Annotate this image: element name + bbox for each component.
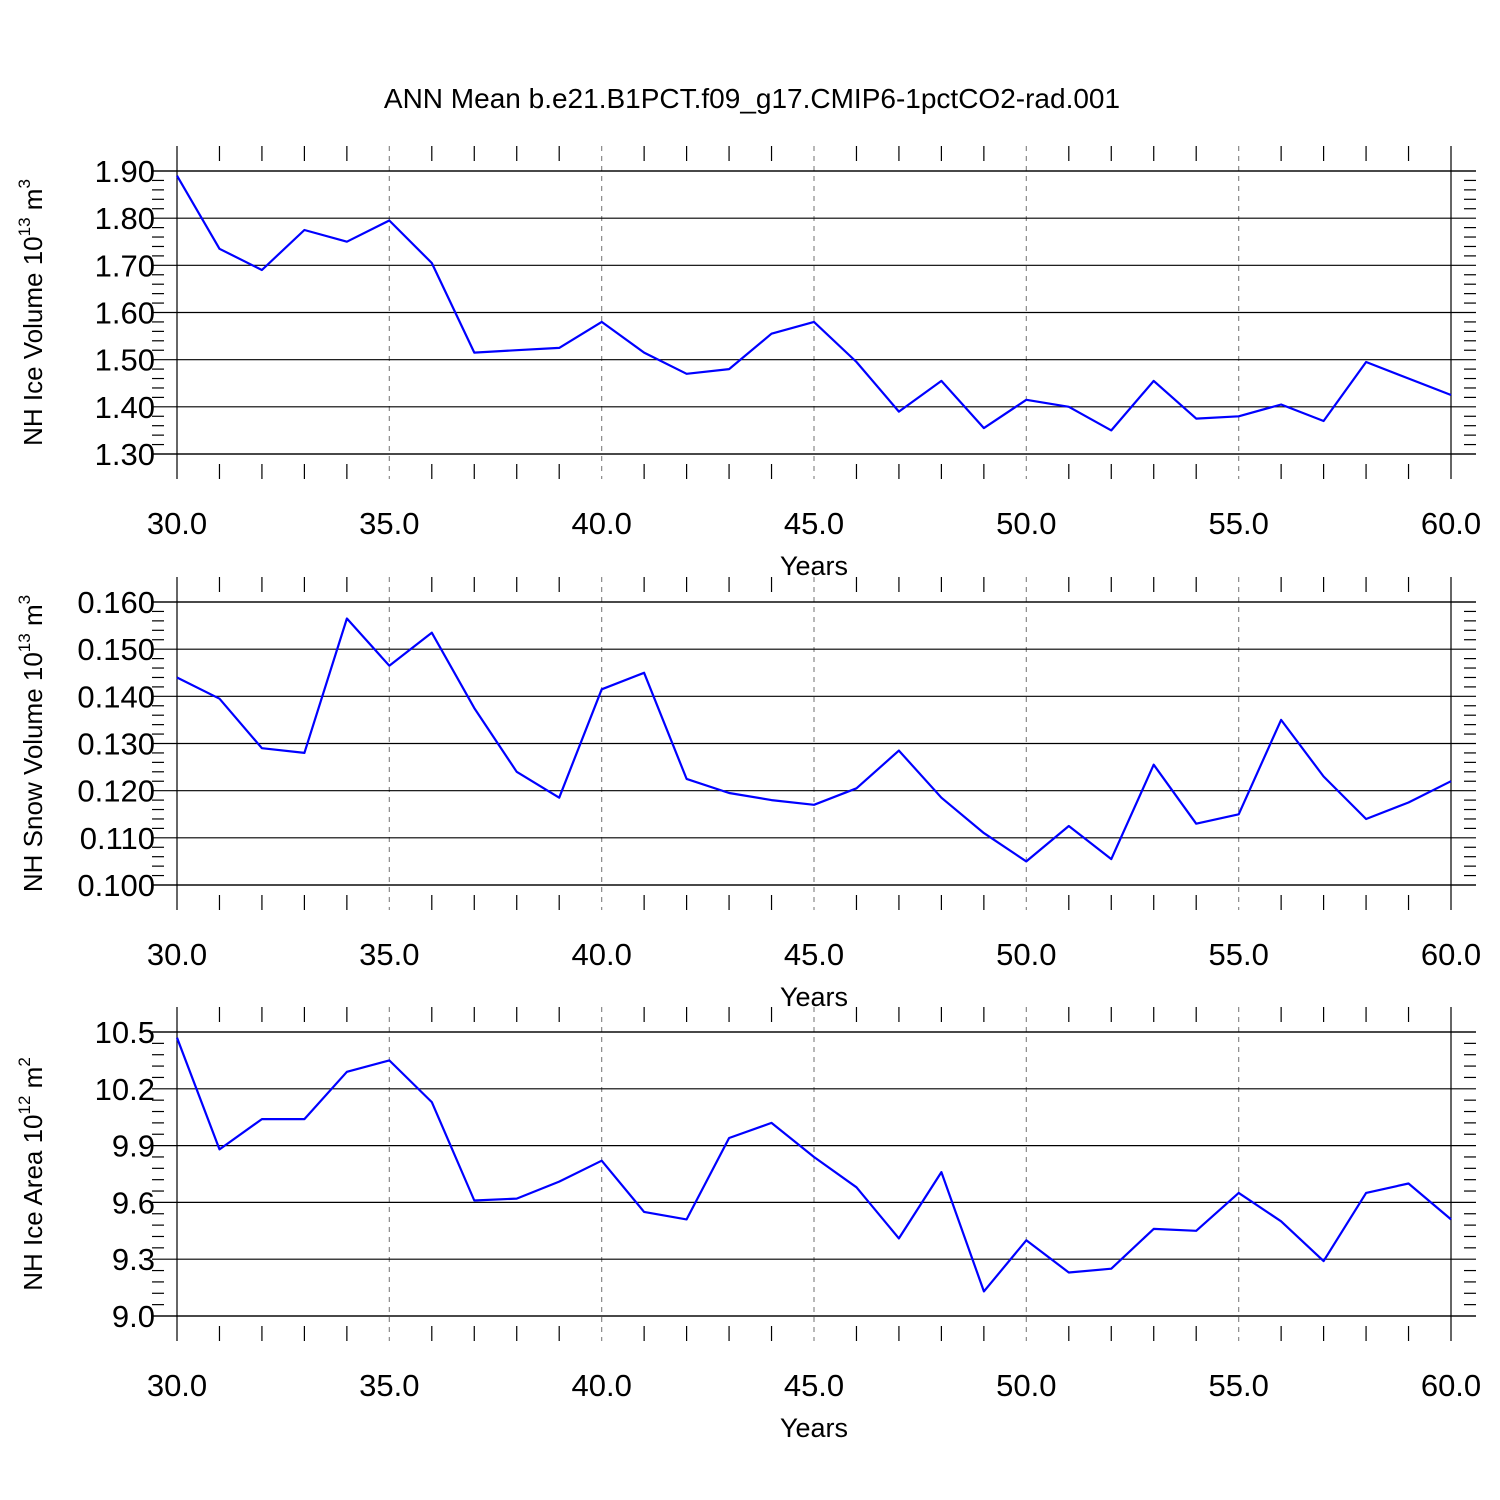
y-axis-label-part: 3 xyxy=(15,595,34,604)
x-tick-label: 45.0 xyxy=(784,506,844,541)
y-tick-label: 9.3 xyxy=(112,1242,155,1277)
y-axis-label-part: 3 xyxy=(15,179,34,188)
y-tick-label: 9.0 xyxy=(112,1299,155,1334)
x-tick-label: 55.0 xyxy=(1208,506,1268,541)
x-tick-label: 30.0 xyxy=(147,1368,207,1403)
x-tick-label: 55.0 xyxy=(1208,1368,1268,1403)
y-axis-label-part: 13 xyxy=(15,217,34,236)
y-tick-label: 0.130 xyxy=(77,727,155,762)
y-tick-label: 1.40 xyxy=(95,390,155,425)
x-axis-label: Years xyxy=(780,551,848,581)
y-axis-label-part: 2 xyxy=(15,1057,34,1066)
y-tick-label: 0.110 xyxy=(80,821,155,856)
y-axis-label: NH Ice Area 1012 m2 xyxy=(15,1057,48,1291)
y-tick-label: 1.90 xyxy=(95,154,155,189)
y-axis-label-part: 12 xyxy=(15,1096,34,1115)
x-tick-label: 35.0 xyxy=(359,1368,419,1403)
y-tick-label: 10.5 xyxy=(95,1015,155,1050)
y-axis-label-part: NH Snow Volume 10 xyxy=(18,652,48,892)
y-tick-label: 1.80 xyxy=(95,201,155,236)
series-line xyxy=(175,1037,1452,1293)
series-line xyxy=(176,175,1452,432)
y-axis-label-part: 13 xyxy=(15,633,34,652)
x-tick-label: 40.0 xyxy=(571,1368,631,1403)
y-tick-label: 0.120 xyxy=(77,774,155,809)
x-tick-label: 60.0 xyxy=(1421,1368,1481,1403)
x-tick-label: 45.0 xyxy=(784,1368,844,1403)
y-axis-label-part: m xyxy=(18,604,48,633)
y-tick-label: 1.70 xyxy=(95,248,155,283)
x-tick-label: 40.0 xyxy=(571,937,631,972)
x-tick-label: 35.0 xyxy=(359,937,419,972)
x-tick-label: 50.0 xyxy=(996,1368,1056,1403)
x-tick-label: 35.0 xyxy=(359,506,419,541)
y-tick-label: 1.30 xyxy=(95,437,155,472)
y-axis-label-part: NH Ice Area 10 xyxy=(18,1114,48,1290)
y-tick-label: 0.100 xyxy=(77,868,155,903)
x-tick-label: 40.0 xyxy=(571,506,631,541)
x-tick-label: 60.0 xyxy=(1421,937,1481,972)
y-axis-label-part: m xyxy=(18,189,48,218)
series-line xyxy=(176,617,1452,863)
y-tick-label: 1.60 xyxy=(95,296,155,331)
panel-2: 0.100 0.110 0.120 0.130 0.140 0.150 0.160 30.0 3… xyxy=(15,577,1481,1012)
y-tick-label: 0.140 xyxy=(77,679,155,714)
y-axis-label-part: NH Ice Volume 10 xyxy=(18,236,48,446)
panel-3: 9.0 9.3 9.6 9.9 10.2 10.5 30.0 35.0 40.0 45.0 50.0… xyxy=(15,1007,1481,1443)
x-tick-label: 60.0 xyxy=(1421,506,1481,541)
y-axis-label: NH Ice Volume 1013 m3 xyxy=(15,179,48,446)
x-tick-label: 30.0 xyxy=(147,506,207,541)
x-tick-label: 50.0 xyxy=(996,937,1056,972)
panels: 1.30 1.40 1.50 1.60 1.70 1.80 1.90 30.0 35.0 40.0… xyxy=(15,146,1481,1443)
y-tick-label: 9.6 xyxy=(112,1185,155,1220)
y-tick-label: 9.9 xyxy=(112,1129,155,1164)
y-tick-label: 10.2 xyxy=(95,1072,155,1107)
x-tick-label: 30.0 xyxy=(147,937,207,972)
x-tick-label: 50.0 xyxy=(996,506,1056,541)
panel-1: 1.30 1.40 1.50 1.60 1.70 1.80 1.90 30.0 35.0 40.0… xyxy=(15,146,1481,581)
y-tick-label: 1.50 xyxy=(95,343,155,378)
x-axis-label: Years xyxy=(780,1413,848,1443)
y-tick-label: 0.150 xyxy=(77,632,155,667)
y-axis-label-part: m xyxy=(18,1067,48,1096)
x-tick-label: 45.0 xyxy=(784,937,844,972)
y-axis-label: NH Snow Volume 1013 m3 xyxy=(15,595,48,892)
chart-title: ANN Mean b.e21.B1PCT.f09_g17.CMIP6-1pctC… xyxy=(384,83,1120,114)
x-tick-label: 55.0 xyxy=(1208,937,1268,972)
y-tick-label: 0.160 xyxy=(77,585,155,620)
